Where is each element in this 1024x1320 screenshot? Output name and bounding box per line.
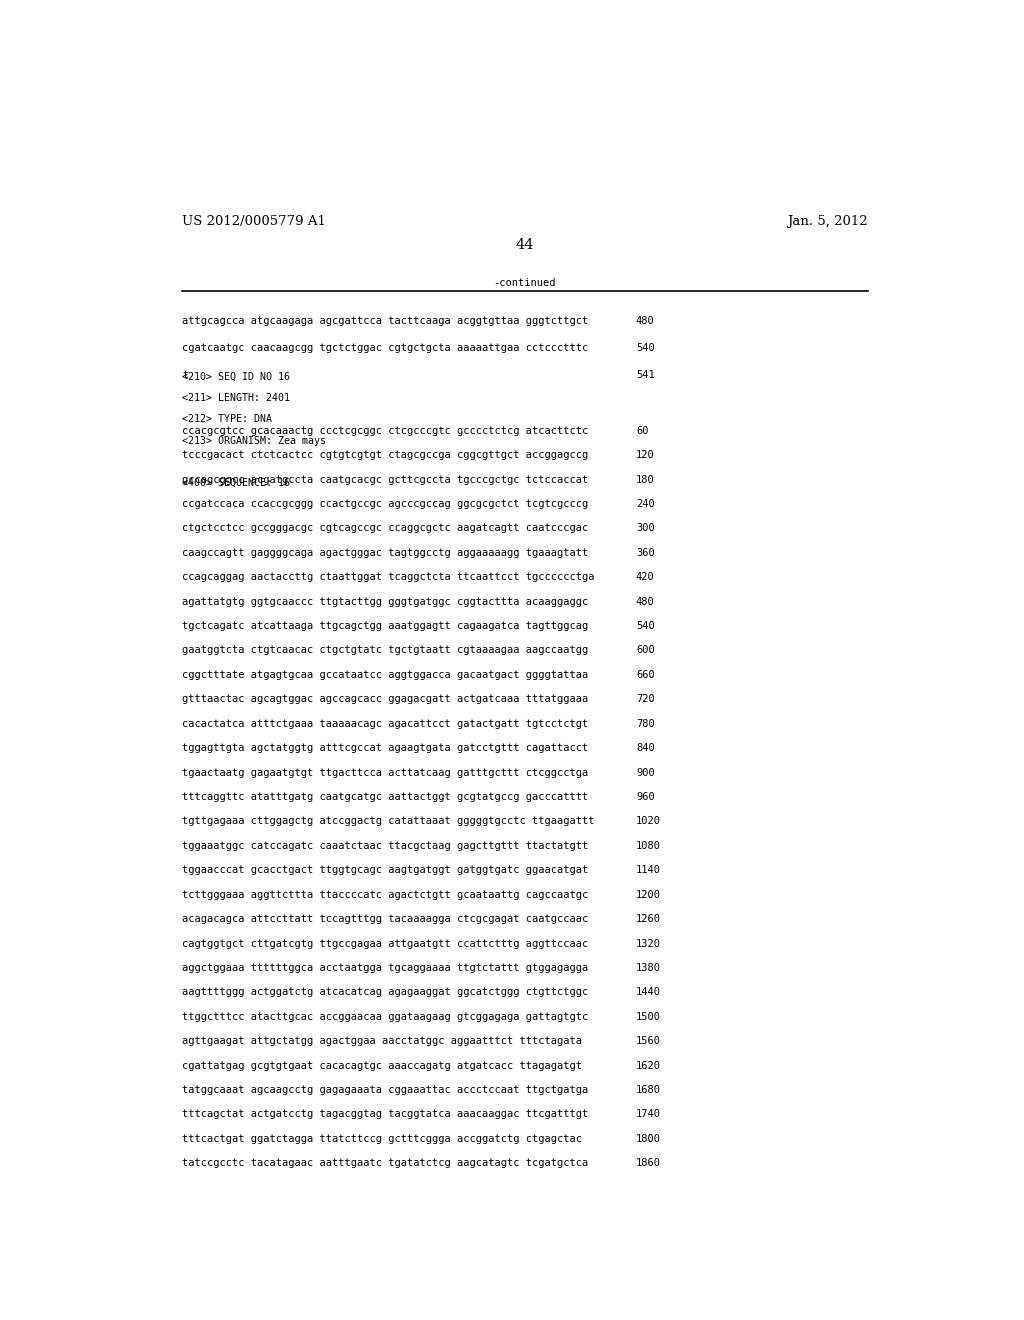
Text: 840: 840 [636,743,654,754]
Text: 541: 541 [636,370,654,380]
Text: tgttgagaaa cttggagctg atccggactg catattaaat gggggtgcctc ttgaagattt: tgttgagaaa cttggagctg atccggactg catatta… [182,816,595,826]
Text: US 2012/0005779 A1: US 2012/0005779 A1 [182,215,326,228]
Text: cggctttate atgagtgcaa gccataatcc aggtggacca gacaatgact ggggtattaa: cggctttate atgagtgcaa gccataatcc aggtgga… [182,671,588,680]
Text: tatggcaaat agcaagcctg gagagaaata cggaaattac accctccaat ttgctgatga: tatggcaaat agcaagcctg gagagaaata cggaaat… [182,1085,588,1096]
Text: 600: 600 [636,645,654,656]
Text: gccagcggcc acgatgccta caatgcacgc gcttcgccta tgcccgctgc tctccaccat: gccagcggcc acgatgccta caatgcacgc gcttcgc… [182,475,588,484]
Text: 1680: 1680 [636,1085,660,1096]
Text: cagtggtgct cttgatcgtg ttgccgagaa attgaatgtt ccattctttg aggttccaac: cagtggtgct cttgatcgtg ttgccgagaa attgaat… [182,939,588,949]
Text: 420: 420 [636,573,654,582]
Text: agttgaagat attgctatgg agactggaa aacctatggc aggaatttct tttctagata: agttgaagat attgctatgg agactggaa aacctatg… [182,1036,582,1047]
Text: tggaaatggc catccagatc caaatctaac ttacgctaag gagcttgttt ttactatgtt: tggaaatggc catccagatc caaatctaac ttacgct… [182,841,588,851]
Text: Jan. 5, 2012: Jan. 5, 2012 [787,215,867,228]
Text: tggagttgta agctatggtg atttcgccat agaagtgata gatcctgttt cagattacct: tggagttgta agctatggtg atttcgccat agaagtg… [182,743,588,754]
Text: 1800: 1800 [636,1134,660,1144]
Text: aggctggaaa ttttttggca acctaatgga tgcaggaaaa ttgtctattt gtggagagga: aggctggaaa ttttttggca acctaatgga tgcagga… [182,962,588,973]
Text: 300: 300 [636,524,654,533]
Text: <210> SEQ ID NO 16: <210> SEQ ID NO 16 [182,372,290,381]
Text: ctgctcctcc gccgggacgc cgtcagccgc ccaggcgctc aagatcagtt caatcccgac: ctgctcctcc gccgggacgc cgtcagccgc ccaggcg… [182,524,588,533]
Text: tgaactaatg gagaatgtgt ttgacttcca acttatcaag gatttgcttt ctcggcctga: tgaactaatg gagaatgtgt ttgacttcca acttatc… [182,767,588,777]
Text: 900: 900 [636,767,654,777]
Text: tttcaggttc atatttgatg caatgcatgc aattactggt gcgtatgccg gacccatttt: tttcaggttc atatttgatg caatgcatgc aattact… [182,792,588,803]
Text: 180: 180 [636,475,654,484]
Text: tttcagctat actgatcctg tagacggtag tacggtatca aaacaaggac ttcgatttgt: tttcagctat actgatcctg tagacggtag tacggta… [182,1109,588,1119]
Text: <213> ORGANISM: Zea mays: <213> ORGANISM: Zea mays [182,436,326,446]
Text: <212> TYPE: DNA: <212> TYPE: DNA [182,414,272,425]
Text: 1080: 1080 [636,841,660,851]
Text: tatccgcctc tacatagaac aatttgaatc tgatatctcg aagcatagtc tcgatgctca: tatccgcctc tacatagaac aatttgaatc tgatatc… [182,1158,588,1168]
Text: 1740: 1740 [636,1109,660,1119]
Text: t: t [182,370,188,380]
Text: <400> SEQUENCE: 16: <400> SEQUENCE: 16 [182,478,290,488]
Text: tcccgacact ctctcactcc cgtgtcgtgt ctagcgccga cggcgttgct accggagccg: tcccgacact ctctcactcc cgtgtcgtgt ctagcgc… [182,450,588,461]
Text: 44: 44 [515,238,535,252]
Text: tgctcagatc atcattaaga ttgcagctgg aaatggagtt cagaagatca tagttggcag: tgctcagatc atcattaaga ttgcagctgg aaatgga… [182,622,588,631]
Text: cgatcaatgc caacaagcgg tgctctggac cgtgctgcta aaaaattgaa cctccctttc: cgatcaatgc caacaagcgg tgctctggac cgtgctg… [182,343,588,352]
Text: tggaacccat gcacctgact ttggtgcagc aagtgatggt gatggtgatc ggaacatgat: tggaacccat gcacctgact ttggtgcagc aagtgat… [182,865,588,875]
Text: 1560: 1560 [636,1036,660,1047]
Text: 960: 960 [636,792,654,803]
Text: tcttgggaaa aggttcttta ttaccccatc agactctgtt gcaataattg cagccaatgc: tcttgggaaa aggttcttta ttaccccatc agactct… [182,890,588,900]
Text: 360: 360 [636,548,654,558]
Text: 480: 480 [636,597,654,607]
Text: 240: 240 [636,499,654,510]
Text: aagttttggg actggatctg atcacatcag agagaaggat ggcatctggg ctgttctggc: aagttttggg actggatctg atcacatcag agagaag… [182,987,588,998]
Text: 1020: 1020 [636,816,660,826]
Text: agattatgtg ggtgcaaccc ttgtacttgg gggtgatggc cggtacttta acaaggaggc: agattatgtg ggtgcaaccc ttgtacttgg gggtgat… [182,597,588,607]
Text: 120: 120 [636,450,654,461]
Text: 480: 480 [636,315,654,326]
Text: 1440: 1440 [636,987,660,998]
Text: gtttaactac agcagtggac agccagcacc ggagacgatt actgatcaaa tttatggaaa: gtttaactac agcagtggac agccagcacc ggagacg… [182,694,588,705]
Text: cacactatca atttctgaaa taaaaacagc agacattcct gatactgatt tgtcctctgt: cacactatca atttctgaaa taaaaacagc agacatt… [182,719,588,729]
Text: ccacgcgtcc gcacaaactg ccctcgcggc ctcgcccgtc gcccctctcg atcacttctc: ccacgcgtcc gcacaaactg ccctcgcggc ctcgccc… [182,426,588,436]
Text: 1320: 1320 [636,939,660,949]
Text: 1200: 1200 [636,890,660,900]
Text: 540: 540 [636,343,654,352]
Text: 720: 720 [636,694,654,705]
Text: 60: 60 [636,426,648,436]
Text: 660: 660 [636,671,654,680]
Text: 1260: 1260 [636,913,660,924]
Text: 1620: 1620 [636,1060,660,1071]
Text: 1860: 1860 [636,1158,660,1168]
Text: 780: 780 [636,719,654,729]
Text: ccagcaggag aactaccttg ctaattggat tcaggctcta ttcaattcct tgcccccctga: ccagcaggag aactaccttg ctaattggat tcaggct… [182,573,595,582]
Text: tttcactgat ggatctagga ttatcttccg gctttcggga accggatctg ctgagctac: tttcactgat ggatctagga ttatcttccg gctttcg… [182,1134,582,1144]
Text: cgattatgag gcgtgtgaat cacacagtgc aaaccagatg atgatcacc ttagagatgt: cgattatgag gcgtgtgaat cacacagtgc aaaccag… [182,1060,582,1071]
Text: attgcagcca atgcaagaga agcgattcca tacttcaaga acggtgttaa gggtcttgct: attgcagcca atgcaagaga agcgattcca tacttca… [182,315,588,326]
Text: 1140: 1140 [636,865,660,875]
Text: ccgatccaca ccaccgcggg ccactgccgc agcccgccag ggcgcgctct tcgtcgcccg: ccgatccaca ccaccgcggg ccactgccgc agcccgc… [182,499,588,510]
Text: <211> LENGTH: 2401: <211> LENGTH: 2401 [182,393,290,403]
Text: caagccagtt gaggggcaga agactgggac tagtggcctg aggaaaaagg tgaaagtatt: caagccagtt gaggggcaga agactgggac tagtggc… [182,548,588,558]
Text: gaatggtcta ctgtcaacac ctgctgtatc tgctgtaatt cgtaaaagaa aagccaatgg: gaatggtcta ctgtcaacac ctgctgtatc tgctgta… [182,645,588,656]
Text: 540: 540 [636,622,654,631]
Text: ttggctttcc atacttgcac accggaacaa ggataagaag gtcggagaga gattagtgtc: ttggctttcc atacttgcac accggaacaa ggataag… [182,1011,588,1022]
Text: 1500: 1500 [636,1011,660,1022]
Text: -continued: -continued [494,279,556,288]
Text: acagacagca attccttatt tccagtttgg tacaaaagga ctcgcgagat caatgccaac: acagacagca attccttatt tccagtttgg tacaaaa… [182,913,588,924]
Text: 1380: 1380 [636,962,660,973]
